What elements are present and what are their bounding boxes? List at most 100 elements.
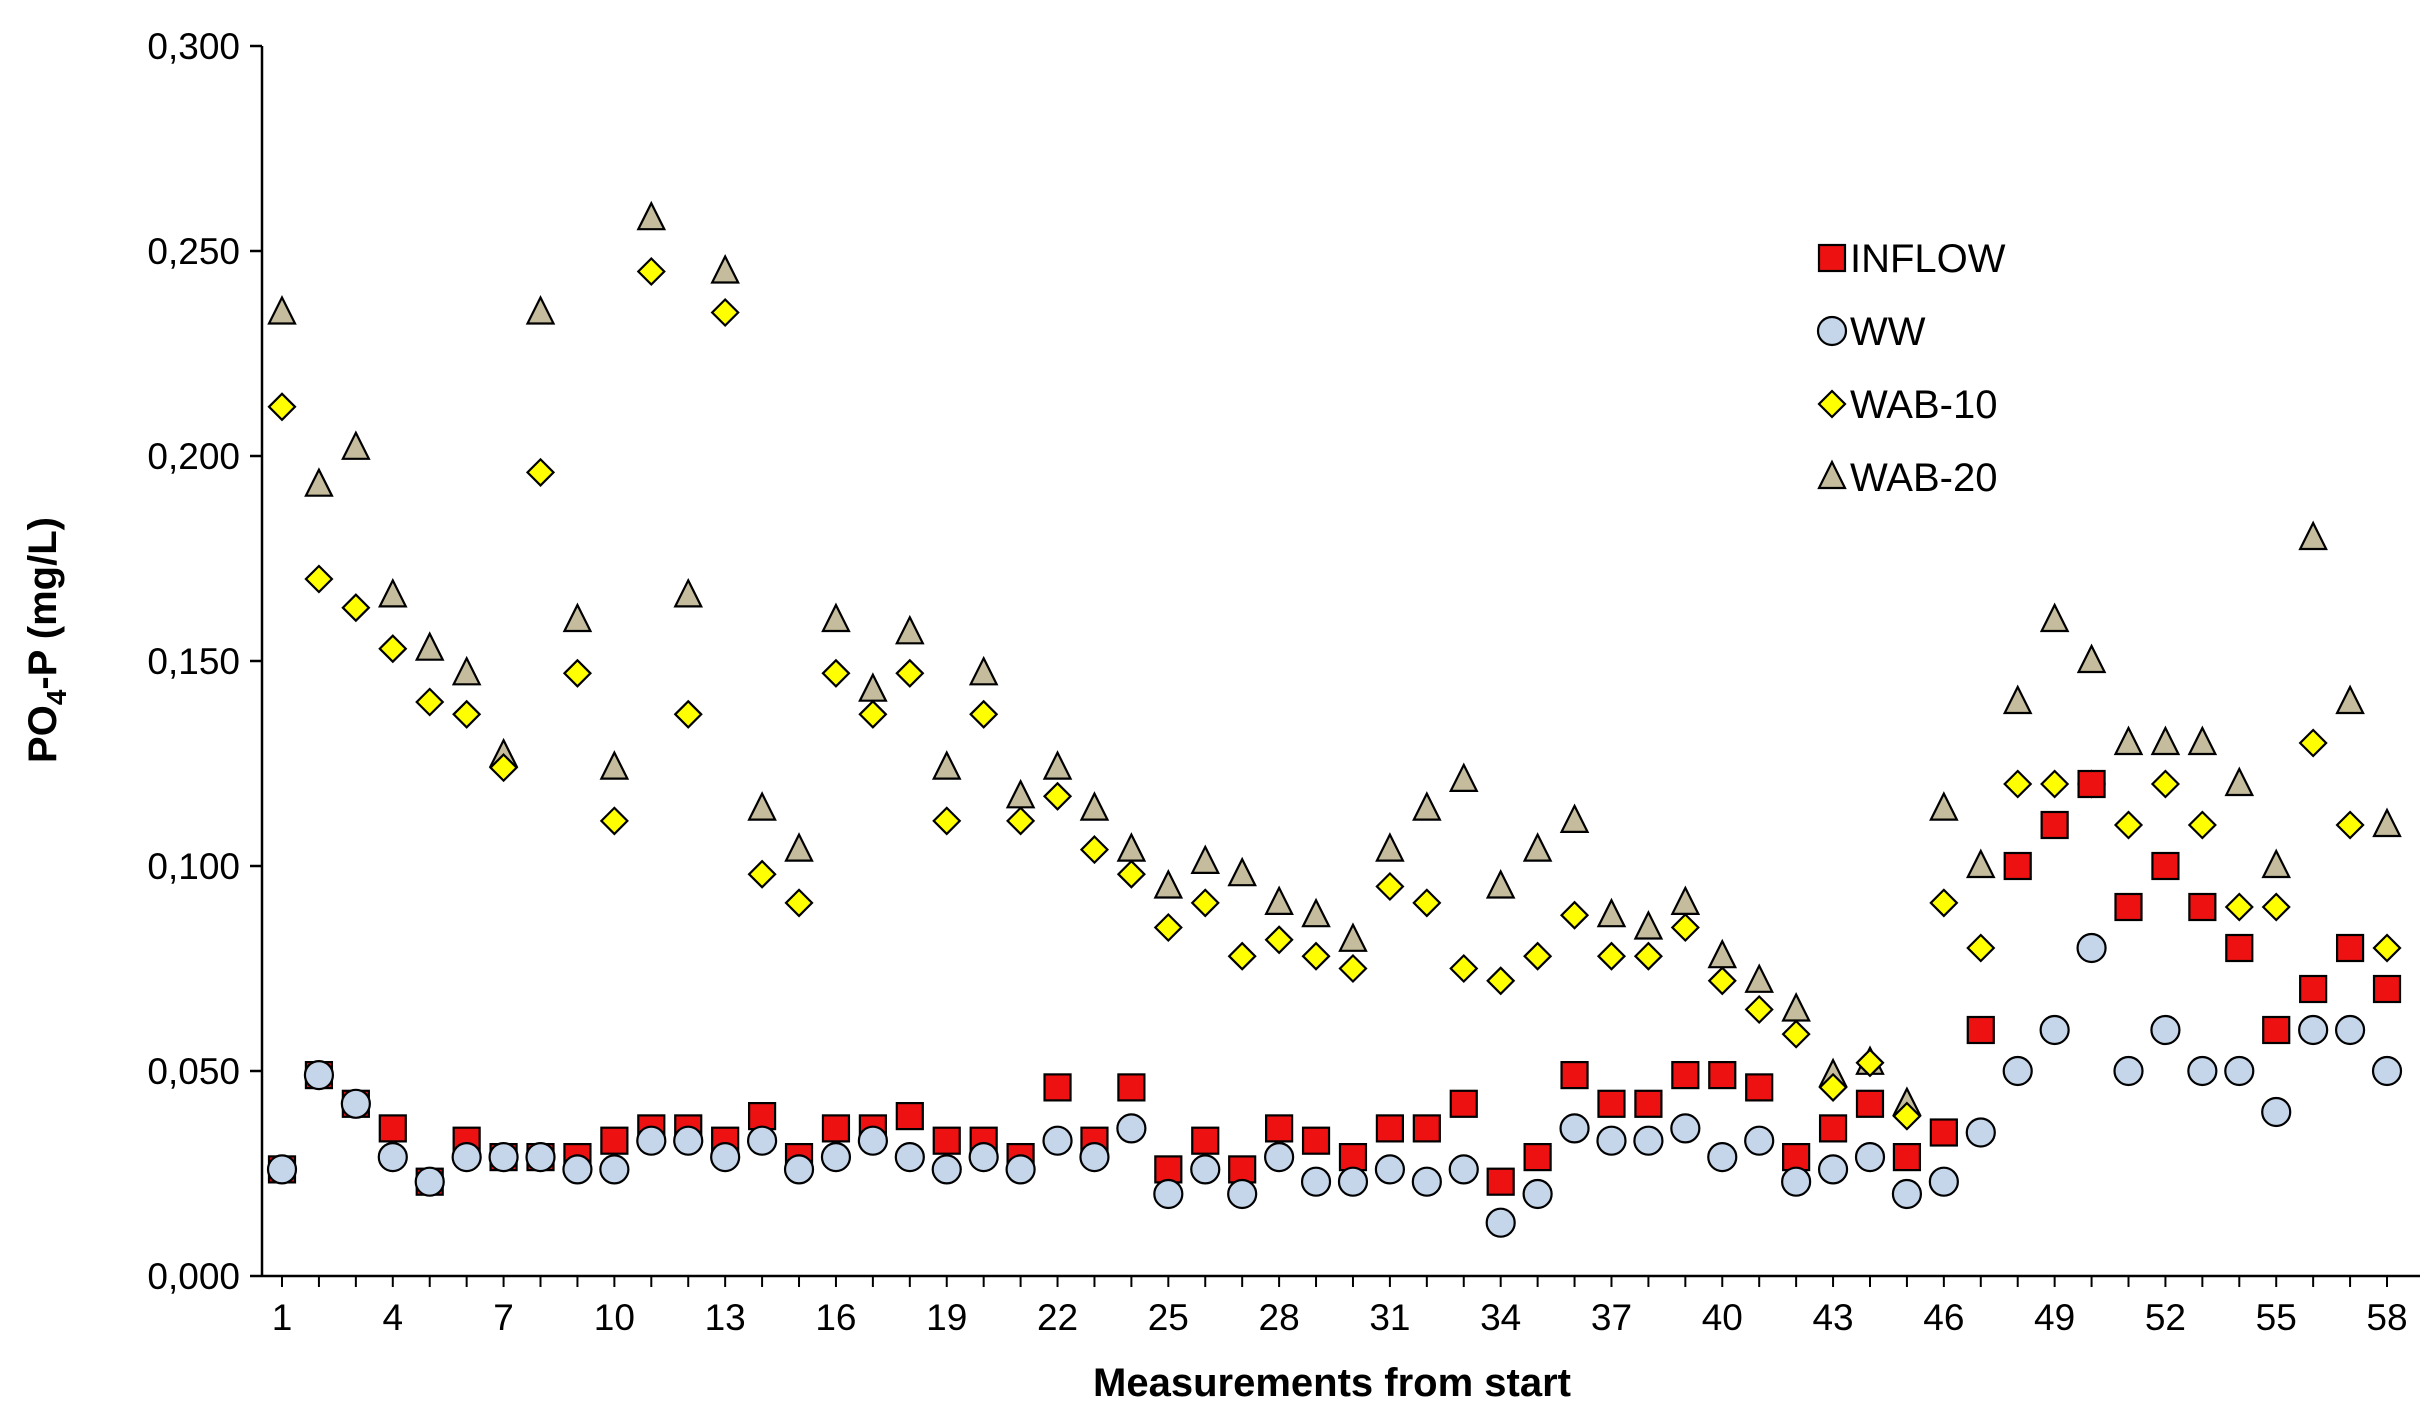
point-wab-20 — [1966, 848, 1996, 879]
point-ww — [710, 1141, 741, 1173]
point-wab-20 — [1559, 803, 1590, 834]
x-tick-label: 7 — [493, 1297, 514, 1338]
x-tick-label: 25 — [1148, 1297, 1189, 1338]
legend-label-wab-20: WAB-20 — [1850, 456, 1997, 500]
point-wab-10 — [1264, 925, 1294, 955]
point-ww — [1337, 1166, 1369, 1197]
x-tick-label: 19 — [926, 1297, 967, 1338]
point-wab-10 — [710, 297, 740, 328]
point-inflow — [2077, 769, 2106, 799]
point-wab-10 — [1486, 966, 1516, 996]
point-ww — [1817, 1154, 1849, 1185]
point-inflow — [1597, 1089, 1626, 1118]
point-ww — [1374, 1154, 1406, 1185]
point-wab-20 — [858, 672, 888, 702]
y-tick-label: 0,250 — [147, 231, 240, 272]
point-wab-20 — [747, 791, 777, 821]
point-wab-10 — [1523, 941, 1553, 971]
point-ww — [525, 1141, 556, 1173]
x-tick-label: 49 — [2034, 1297, 2075, 1338]
point-wab-10 — [1966, 933, 1996, 963]
point-wab-10 — [1559, 900, 1590, 930]
point-ww — [2187, 1055, 2218, 1087]
point-wab-20 — [378, 577, 408, 608]
point-wab-20 — [968, 655, 999, 686]
point-inflow — [2188, 892, 2217, 922]
y-tick-label: 0,200 — [147, 436, 240, 477]
point-wab-10 — [821, 658, 851, 688]
x-tick-label: 22 — [1037, 1297, 1078, 1338]
point-ww — [1411, 1166, 1442, 1197]
point-wab-20 — [1264, 885, 1294, 916]
point-ww — [746, 1125, 778, 1156]
point-wab-20 — [636, 200, 667, 231]
point-wab-10 — [1596, 941, 1627, 971]
point-inflow — [2003, 851, 2032, 881]
point-wab-20 — [1485, 869, 1516, 899]
legend-marker-inflow — [1817, 243, 1847, 273]
point-wab-10 — [1338, 953, 1368, 984]
x-tick-label: 52 — [2145, 1297, 2186, 1338]
point-wab-20 — [1375, 832, 1405, 862]
point-ww — [1744, 1125, 1775, 1156]
point-ww — [2039, 1014, 2070, 1046]
point-wab-10 — [452, 699, 482, 729]
point-wab-10 — [1375, 871, 1405, 902]
point-wab-10 — [2040, 769, 2070, 799]
point-ww — [377, 1141, 408, 1173]
point-wab-10 — [1153, 912, 1183, 943]
point-wab-20 — [304, 467, 334, 497]
point-wab-10 — [2335, 810, 2365, 840]
point-inflow — [2151, 851, 2180, 881]
point-inflow — [1523, 1142, 1552, 1172]
point-wab-20 — [1633, 910, 1664, 940]
point-ww — [1707, 1141, 1738, 1173]
point-wab-20 — [1227, 856, 1257, 887]
point-inflow — [1191, 1126, 1220, 1155]
x-tick-label: 1 — [272, 1297, 293, 1338]
y-axis-title-rest: -P (mg/L) — [21, 517, 65, 690]
point-wab-10 — [2003, 769, 2033, 799]
point-ww — [414, 1166, 445, 1197]
point-wab-20 — [1042, 750, 1073, 780]
point-wab-10 — [1449, 953, 1479, 984]
legend: INFLOW WW WAB-10 WAB-20 — [1816, 237, 2006, 500]
x-tick-label: 58 — [2366, 1297, 2407, 1338]
point-wab-10 — [2298, 728, 2328, 758]
point-ww — [2334, 1014, 2366, 1046]
point-wab-20 — [2335, 684, 2365, 715]
point-ww — [1522, 1178, 1553, 1210]
point-wab-20 — [1522, 832, 1553, 862]
point-inflow — [2040, 810, 2069, 840]
point-wab-10 — [2113, 810, 2144, 840]
point-ww — [2371, 1055, 2403, 1087]
point-ww — [1079, 1141, 1110, 1173]
point-wab-20 — [1670, 885, 1701, 916]
point-wab-20 — [2039, 602, 2070, 633]
point-wab-10 — [969, 699, 999, 729]
point-wab-20 — [1744, 963, 1774, 993]
x-tick-label: 16 — [815, 1297, 856, 1338]
point-ww — [1485, 1207, 1516, 1238]
y-tick-label: 0,050 — [147, 1051, 240, 1092]
x-axis-title: Measurements from start — [1093, 1361, 1571, 1405]
point-wab-20 — [2298, 520, 2328, 551]
point-wab-10 — [1670, 912, 1700, 943]
point-inflow — [1855, 1089, 1885, 1118]
series-inflow — [267, 769, 2402, 1196]
point-wab-20 — [1412, 791, 1442, 821]
point-wab-20 — [414, 631, 445, 661]
y-axis-title: PO4-P (mg/L) — [21, 517, 72, 763]
point-ww — [673, 1125, 704, 1156]
point-inflow — [747, 1101, 777, 1131]
point-wab-10 — [858, 699, 888, 729]
point-inflow — [2335, 933, 2365, 963]
point-inflow — [1708, 1060, 1737, 1090]
y-axis-title-main: PO — [21, 705, 65, 763]
point-ww — [1005, 1154, 1036, 1185]
point-ww — [894, 1141, 925, 1173]
point-wab-20 — [673, 577, 704, 608]
point-ww — [266, 1154, 298, 1185]
point-wab-20 — [562, 602, 593, 633]
point-wab-20 — [1153, 869, 1184, 899]
